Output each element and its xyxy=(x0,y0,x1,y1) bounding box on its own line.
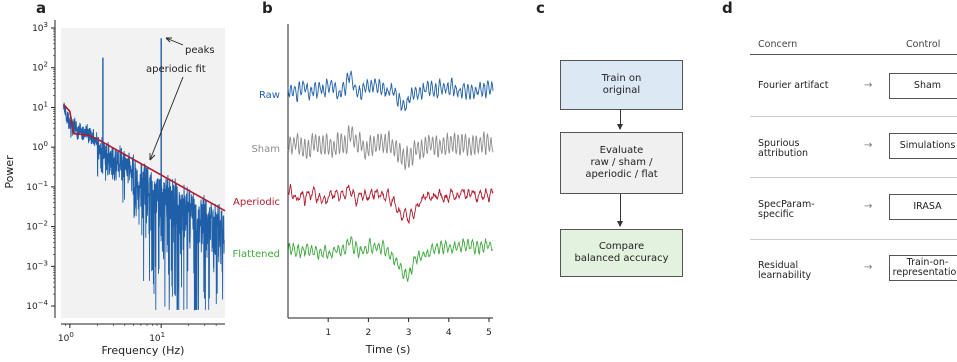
spectrum-y-tick-label: 10−3 xyxy=(26,259,48,272)
trace-label-sham: Sham xyxy=(251,144,280,155)
flow-box-evaluate-line-1: Evaluate xyxy=(599,145,644,156)
trace-flattened xyxy=(287,235,494,282)
concern-residual-learnability-line-1: Residual xyxy=(758,260,799,271)
time-x-tick-label: 2 xyxy=(366,328,372,338)
concern-spurious-attribution-line-2: attribution xyxy=(758,148,809,159)
concern-fourier-artifact: Fourier artifact xyxy=(758,81,828,91)
control-train-on-representation: Train-on- representation xyxy=(889,255,957,281)
row-arrow-3: → xyxy=(864,201,873,212)
control-train-on-representation-line-1: Train-on- xyxy=(906,257,949,268)
flow-arrow-1 xyxy=(617,109,623,130)
control-sham-line-1: Sham xyxy=(913,80,942,91)
time-x-tick-label: 4 xyxy=(446,328,452,338)
table-row-divider-1 xyxy=(750,116,957,117)
concern-residual-learnability: Residual learnability xyxy=(758,261,811,281)
control-simulations: Simulations xyxy=(889,133,957,159)
panel-label-a: a xyxy=(36,0,47,17)
time-series-x-axis-label: Time (s) xyxy=(365,343,411,356)
control-irasa: IRASA xyxy=(889,194,957,220)
flow-box-compare-line-2: balanced accuracy xyxy=(574,253,669,264)
flow-box-compare-line-1: Compare xyxy=(598,241,645,252)
concern-fourier-artifact-line-1: Fourier artifact xyxy=(758,80,829,91)
concern-spurious-attribution: Spurious attribution xyxy=(758,139,808,159)
aperiodic-fit-arrowhead xyxy=(149,153,156,161)
time-x-tick-label: 3 xyxy=(406,328,412,338)
flow-box-evaluate: Evaluate raw / sham / aperiodic / flat xyxy=(560,132,683,194)
flow-arrow-2 xyxy=(617,194,623,227)
panel-label-b: b xyxy=(262,0,273,17)
flow-box-evaluate-line-3: aperiodic / flat xyxy=(585,169,658,180)
spectrum-y-tick-label: 103 xyxy=(32,21,48,34)
peaks-arrowhead xyxy=(165,37,172,43)
trace-sham xyxy=(287,125,494,171)
table-header-rule xyxy=(750,54,957,55)
concern-spurious-attribution-line-1: Spurious xyxy=(758,138,800,149)
spectrum-y-tick-label: 101 xyxy=(32,100,48,113)
concern-specparam-specific-line-2: specific xyxy=(758,209,794,220)
trace-label-flattened: Flattened xyxy=(233,249,281,260)
panel-label-d: d xyxy=(722,0,733,17)
aperiodic-fit-annotation: aperiodic fit xyxy=(146,64,206,75)
spectrum-y-tick-label: 10−2 xyxy=(26,220,48,233)
flow-box-train-line-2: original xyxy=(602,85,641,96)
trace-label-aperiodic: Aperiodic xyxy=(233,197,280,208)
table-row-divider-3 xyxy=(750,239,957,240)
control-train-on-representation-line-2: representation xyxy=(892,267,957,278)
table-header-concern: Concern xyxy=(758,39,798,50)
peaks-annotation: peaks xyxy=(185,45,215,56)
panel-label-c: c xyxy=(536,0,545,17)
control-irasa-line-1: IRASA xyxy=(913,201,942,212)
concern-residual-learnability-line-2: learnability xyxy=(758,270,812,281)
spectrum-y-axis-label: Power xyxy=(3,155,16,189)
spectrum-x-tick-label: 101 xyxy=(149,331,165,344)
row-arrow-2: → xyxy=(864,140,873,151)
power-spectrum-chart: 10−4 10−3 10−2 10−1 100 101 102 103 100 101 peak… xyxy=(3,20,226,357)
concern-specparam-specific-line-1: SpecParam- xyxy=(758,199,815,210)
flow-box-compare: Compare balanced accuracy xyxy=(560,229,683,277)
trace-aperiodic xyxy=(287,184,494,225)
aperiodic-fit-line xyxy=(62,103,226,212)
row-arrow-1: → xyxy=(864,80,873,91)
flow-box-train-line-1: Train on xyxy=(601,73,642,84)
table-row-divider-2 xyxy=(750,177,957,178)
row-arrow-4: → xyxy=(864,262,873,273)
aperiodic-fit-annotation-arrow xyxy=(149,76,184,161)
spectrum-x-axis-label: Frequency (Hz) xyxy=(102,344,185,357)
flow-box-train: Train on original xyxy=(560,60,683,110)
trace-label-raw: Raw xyxy=(259,90,280,101)
control-simulations-line-1: Simulations xyxy=(899,140,956,151)
spectrum-y-tick-label: 10−1 xyxy=(26,180,48,193)
spectrum-y-tick-label: 10−4 xyxy=(26,299,48,312)
spectrum-y-tick-label: 102 xyxy=(32,61,48,74)
spectrum-y-tick-label: 100 xyxy=(32,140,48,153)
power-spectrum-line xyxy=(62,102,225,311)
trace-raw xyxy=(287,70,494,112)
time-x-tick-label: 5 xyxy=(486,328,492,338)
peaks-annotation-arrow xyxy=(165,37,184,46)
concern-specparam-specific: SpecParam- specific xyxy=(758,200,815,220)
flow-box-evaluate-line-2: raw / sham / xyxy=(590,157,653,168)
time-series-chart: 1 2 3 4 5 Raw Sham Aperiodic Flattened Time … xyxy=(233,24,494,356)
control-sham: Sham xyxy=(889,73,957,99)
time-x-tick-label: 1 xyxy=(325,328,331,338)
spectrum-x-tick-label: 100 xyxy=(58,331,74,344)
spectral-peaks xyxy=(102,38,162,186)
table-header-control: Control xyxy=(906,39,941,50)
